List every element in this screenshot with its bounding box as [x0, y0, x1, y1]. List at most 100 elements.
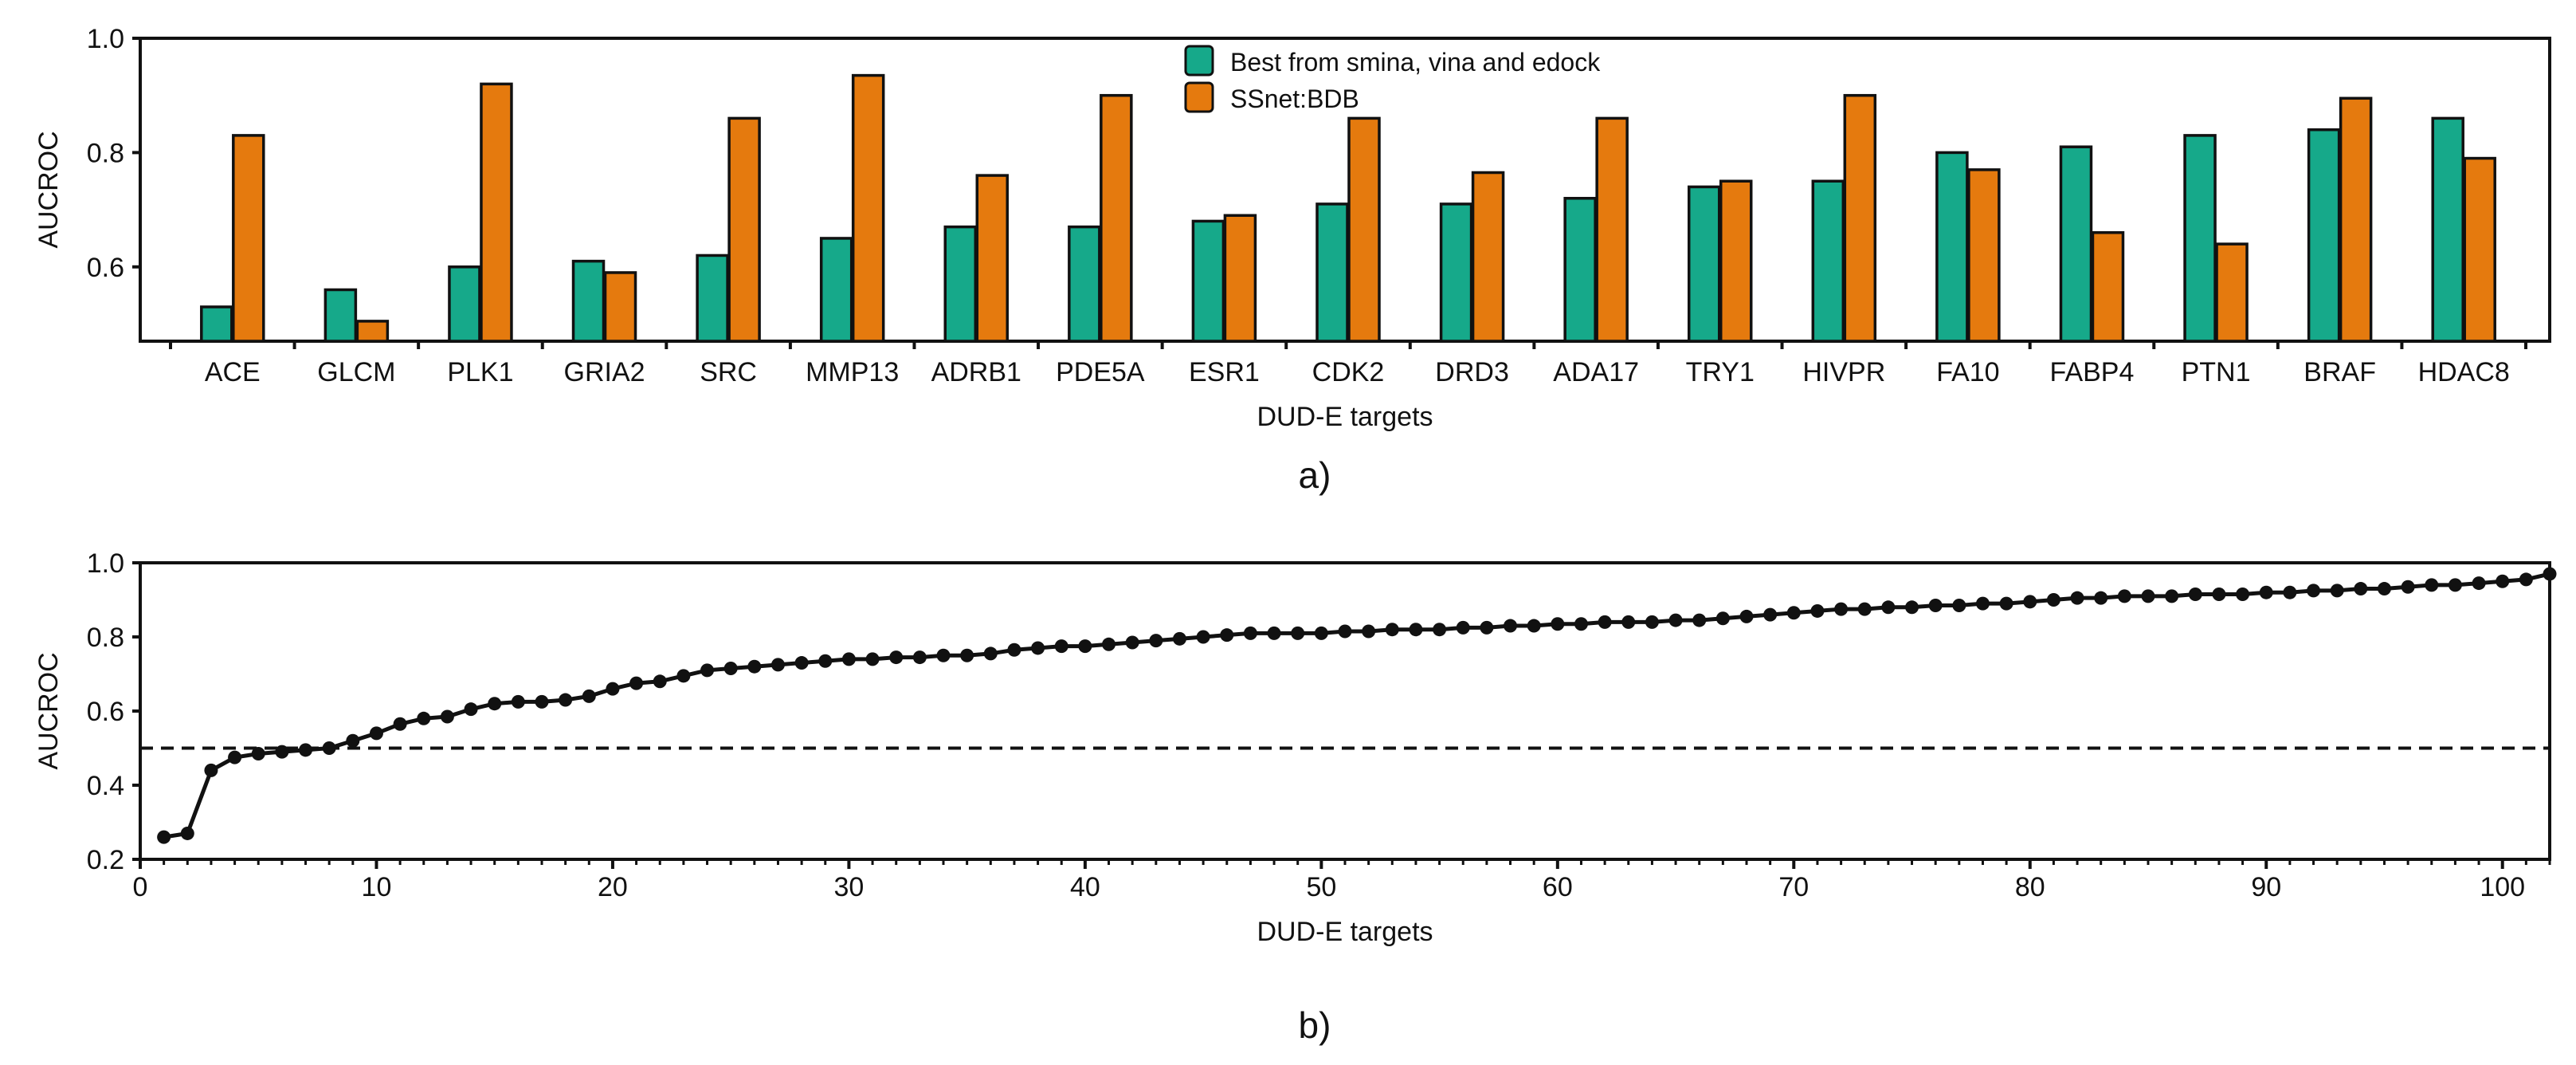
- data-point: [2212, 588, 2226, 602]
- data-point: [676, 669, 691, 683]
- data-point: [1031, 641, 1045, 655]
- y-tick-label: 0.2: [87, 845, 124, 875]
- data-point: [322, 741, 336, 755]
- bar-GRIA2-series-1: [571, 259, 606, 343]
- panel-a-y-axis-title: AUCROC: [33, 131, 64, 248]
- data-point: [606, 682, 620, 696]
- legend-label-series-1: Best from smina, vina and edock: [1230, 48, 1601, 77]
- panel-b-label: b): [1299, 1004, 1331, 1046]
- bar-DRD3-series-2: [1471, 171, 1505, 343]
- panel-b-x-axis: 0 10 20 30 40 50 60 70 80 90 100: [133, 859, 2551, 902]
- bar-ADA17-series-2: [1595, 116, 1629, 343]
- data-point: [1999, 596, 2013, 611]
- data-point: [2330, 584, 2344, 598]
- data-point: [346, 733, 360, 748]
- data-point: [2165, 589, 2179, 603]
- data-point: [629, 676, 644, 690]
- x-tick-label: 60: [1543, 872, 1573, 902]
- data-point: [865, 652, 880, 666]
- data-point: [2094, 591, 2108, 605]
- data-point: [275, 745, 289, 759]
- data-point: [2425, 578, 2439, 592]
- x-tick-label: GRIA2: [564, 357, 645, 387]
- data-point: [770, 658, 785, 672]
- bar-FABP4-series-1: [2059, 145, 2093, 343]
- bar-HDAC8-series-2: [2463, 156, 2496, 343]
- data-point: [251, 746, 265, 760]
- bar-ESR1-series-1: [1191, 219, 1225, 343]
- bar-HIVPR-series-2: [1843, 93, 1877, 343]
- data-point: [204, 763, 218, 777]
- data-point: [228, 750, 242, 764]
- data-point: [2046, 593, 2060, 607]
- data-point: [417, 711, 431, 725]
- panel-a-x-axis: ACE GLCM PLK1 GRIA2 SRC MMP13 ADRB1 PDE5A ESR1 CD…: [169, 341, 2527, 387]
- bar-ACE-series-1: [200, 305, 233, 343]
- data-point: [157, 830, 171, 844]
- data-point: [1905, 600, 1919, 615]
- data-point: [1054, 639, 1068, 654]
- y-tick-label: 0.8: [87, 138, 124, 168]
- data-point: [2117, 589, 2131, 603]
- data-point: [818, 654, 833, 668]
- panel-b: 0.2 0.4 0.6 0.8 1.0 0 10 20 30 40 50 60 70 80 90 100 A…: [33, 548, 2557, 1046]
- bar-MMP13-series-1: [819, 237, 853, 343]
- bar-FABP4-series-2: [2091, 231, 2125, 343]
- data-point: [936, 648, 951, 662]
- data-point: [2023, 595, 2037, 609]
- data-point: [2496, 574, 2510, 588]
- data-point: [440, 709, 454, 724]
- data-point: [1928, 598, 1943, 612]
- data-point: [582, 689, 596, 703]
- x-tick-label: FA10: [1936, 357, 1999, 387]
- data-point: [1881, 600, 1896, 615]
- data-point: [1433, 623, 1447, 637]
- data-point: [2543, 567, 2557, 581]
- data-point: [559, 693, 573, 707]
- legend-swatch-series-2: [1184, 81, 1214, 113]
- bar-FA10-series-1: [1935, 151, 1969, 343]
- data-point: [1220, 628, 1234, 643]
- data-point: [1786, 606, 1801, 620]
- x-tick-label: DRD3: [1435, 357, 1509, 387]
- data-point: [1692, 613, 1707, 627]
- x-tick-label: HIVPR: [1802, 357, 1885, 387]
- panel-a-legend: Best from smina, vina and edock SSnet:BD…: [1184, 45, 1601, 113]
- data-point: [1078, 639, 1092, 654]
- panel-a: 0.6 0.8 1.0 ACE GLCM PLK1 GRIA2 SRC MMP13 ADRB1 P…: [33, 24, 2551, 496]
- data-point: [1267, 626, 1281, 640]
- panel-a-x-axis-title: DUD-E targets: [1257, 402, 1433, 432]
- x-tick-label: ESR1: [1189, 357, 1260, 387]
- bar-TRY1-series-1: [1687, 185, 1721, 343]
- data-point: [1857, 602, 1872, 616]
- data-point: [2236, 588, 2250, 602]
- data-point: [2307, 584, 2321, 598]
- data-point: [889, 650, 904, 665]
- data-point: [1149, 634, 1163, 648]
- bar-HIVPR-series-1: [1811, 179, 1845, 343]
- bar-SRC-series-1: [696, 253, 729, 343]
- panel-b-y-axis: 0.2 0.4 0.6 0.8 1.0: [87, 548, 140, 875]
- data-point: [2283, 585, 2297, 599]
- data-point: [369, 726, 383, 741]
- x-tick-label: 100: [2480, 872, 2525, 902]
- bar-HDAC8-series-1: [2431, 116, 2464, 343]
- data-point: [180, 826, 194, 840]
- y-tick-label: 1.0: [87, 24, 124, 54]
- x-tick-label: PDE5A: [1056, 357, 1145, 387]
- data-point: [1125, 635, 1139, 650]
- bar-PLK1-series-2: [480, 82, 513, 343]
- data-point: [2141, 589, 2155, 603]
- bar-SRC-series-2: [727, 116, 761, 343]
- panel-a-y-axis: 0.6 0.8 1.0: [87, 24, 140, 283]
- data-point: [1527, 619, 1541, 633]
- x-tick-label: TRY1: [1686, 357, 1755, 387]
- data-point: [2070, 591, 2084, 605]
- data-point: [488, 697, 502, 711]
- data-point: [1598, 615, 1612, 629]
- data-point: [960, 648, 974, 662]
- panel-b-plot-frame: [139, 561, 2551, 861]
- x-tick-label: 30: [833, 872, 864, 902]
- data-point: [723, 662, 738, 676]
- data-point: [1621, 615, 1636, 629]
